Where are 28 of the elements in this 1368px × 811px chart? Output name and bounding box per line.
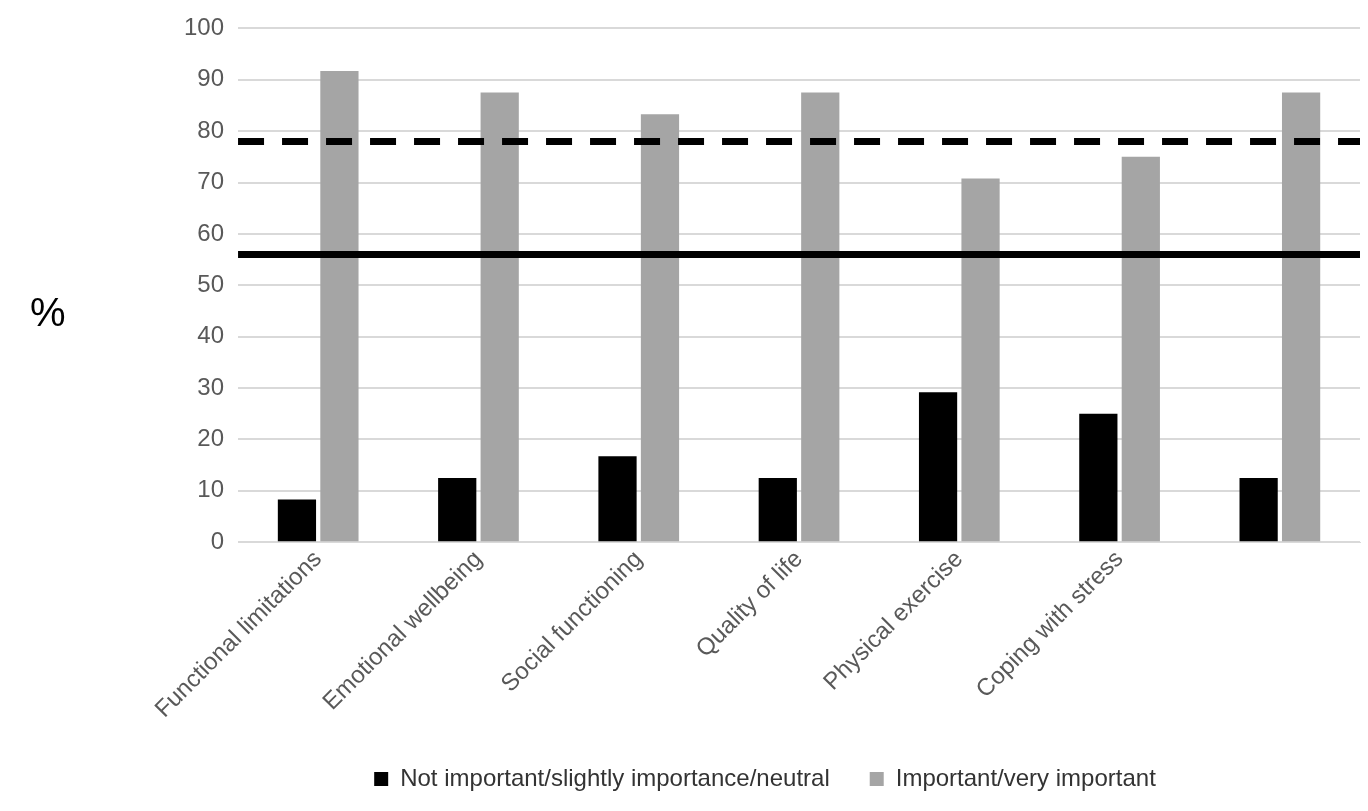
- y-tick-label: 70: [197, 167, 225, 195]
- bar: [758, 477, 797, 542]
- y-tick-label: 30: [197, 372, 225, 400]
- bar: [480, 92, 519, 542]
- y-tick-label: 100: [184, 13, 225, 41]
- y-tick-label: 10: [197, 475, 225, 503]
- y-tick-label: 50: [197, 269, 225, 297]
- y-tick-label: 80: [197, 115, 225, 143]
- bar: [1281, 92, 1321, 542]
- y-tick-label: 40: [197, 321, 225, 349]
- legend-label: Important/very important: [895, 763, 1157, 791]
- bar: [598, 456, 637, 542]
- bar: [320, 71, 359, 542]
- bar: [640, 114, 680, 542]
- bar: [277, 499, 317, 542]
- bar: [1239, 477, 1278, 542]
- bar: [961, 178, 1000, 542]
- y-tick-label: 20: [197, 424, 225, 452]
- legend-label: Not important/slightly importance/neutral: [400, 763, 830, 791]
- bar: [1079, 413, 1118, 542]
- y-tick-label: 60: [197, 218, 225, 246]
- bar: [918, 392, 958, 542]
- bar: [438, 477, 477, 542]
- bar: [1121, 156, 1160, 542]
- y-tick-label: 90: [197, 64, 225, 92]
- y-axis-title: %: [30, 290, 66, 335]
- y-tick-label: 0: [210, 526, 225, 554]
- bar: [801, 92, 840, 542]
